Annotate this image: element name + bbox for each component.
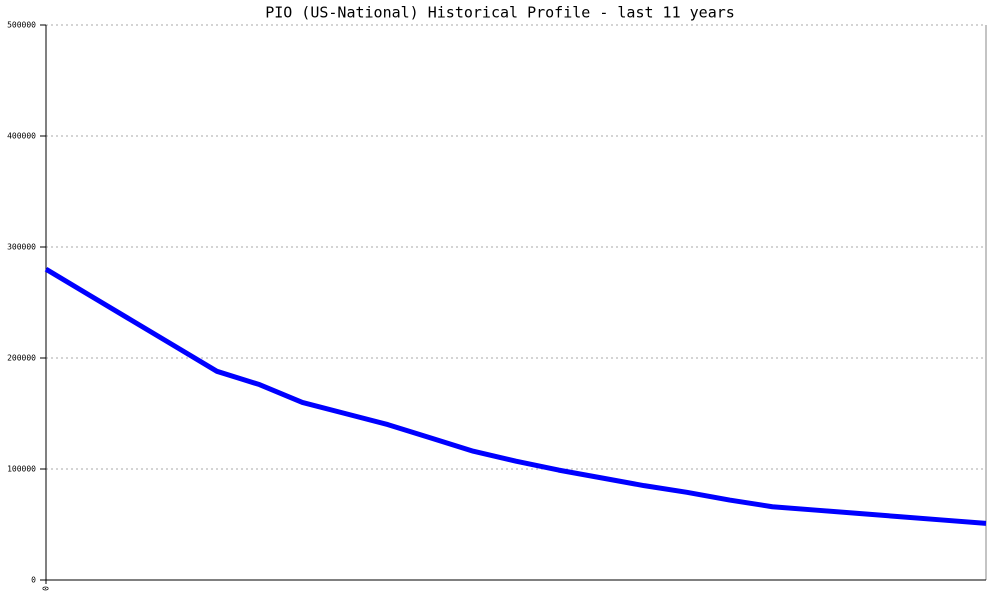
y-tick-label: 400000: [7, 132, 36, 141]
x-tick-label: 0: [42, 586, 51, 591]
y-tick-label: 0: [31, 576, 36, 585]
y-tick-label: 200000: [7, 354, 36, 363]
y-tick-label: 100000: [7, 465, 36, 474]
y-tick-label: 500000: [7, 21, 36, 30]
chart-title: PIO (US-National) Historical Profile - l…: [265, 4, 735, 22]
line: [44, 267, 987, 526]
y-tick-label: 300000: [7, 243, 36, 252]
